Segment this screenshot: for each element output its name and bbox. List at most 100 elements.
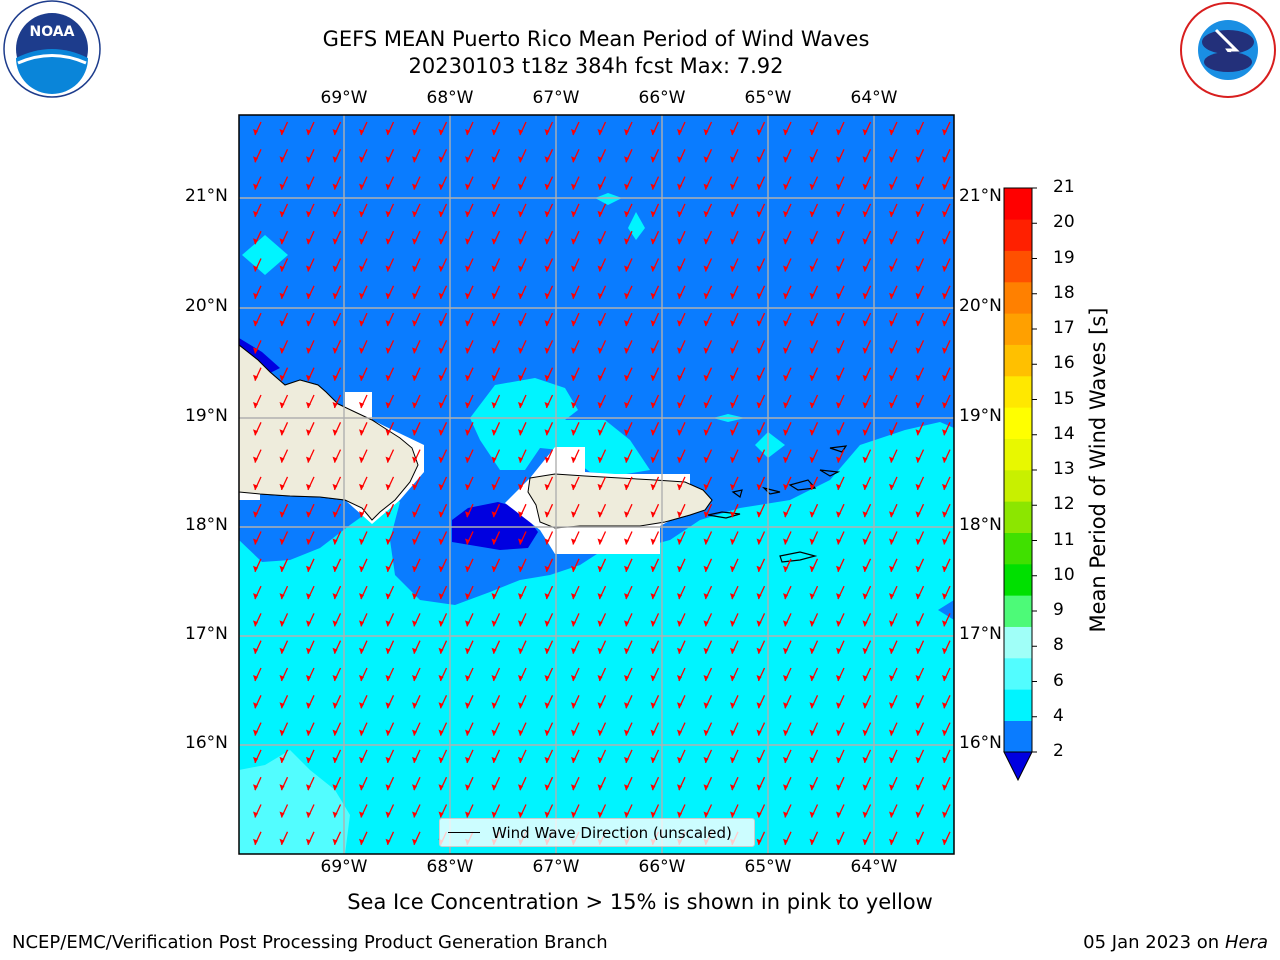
wind-wave-arrowhead [571,374,576,381]
lat-label-right: 18°N [959,515,1002,535]
wind-wave-arrowhead [359,238,364,245]
colorbar-segment [1004,438,1032,471]
lat-label-left: 21°N [185,186,228,206]
wind-wave-arrowhead [783,183,788,190]
wind-wave-arrowhead [253,811,258,818]
wind-wave-arrowhead [889,456,894,463]
wind-wave-arrowhead [915,129,921,135]
wind-wave-arrowhead [332,593,338,600]
wind-wave-arrowhead [783,374,788,381]
wind-wave-arrowhead [491,593,497,600]
wind-wave-arrowhead [412,402,417,408]
wind-wave-arrowhead [253,729,258,736]
wind-wave-arrowhead [412,784,417,791]
wind-wave-arrowhead [253,402,258,408]
wind-wave-arrowhead [677,811,682,818]
wind-wave-arrowhead [465,429,470,436]
colorbar-segment [1004,282,1032,314]
wind-wave-arrowhead [253,429,258,436]
wind-wave-arrowhead [359,675,364,681]
wind-wave-arrowhead [279,238,285,245]
wind-wave-arrowhead [279,374,285,381]
wind-wave-arrowhead [889,565,894,572]
wind-wave-arrowhead [862,565,868,572]
wind-wave-arrowhead [597,756,603,763]
wind-wave-arrowhead [518,593,523,600]
wind-wave-arrowhead [465,456,470,463]
lon-label-bottom: 64°W [850,857,898,877]
wind-wave-arrowhead [571,647,576,654]
wind-wave-arrowhead [385,156,391,163]
wind-wave-arrowhead [624,620,629,627]
wind-wave-arrowhead [385,456,391,463]
wind-wave-arrowhead [862,675,868,681]
wind-wave-arrowhead [836,183,841,190]
colorbar-segment [1004,376,1032,408]
wind-wave-arrowhead [385,784,391,791]
wind-wave-arrowhead [306,784,311,791]
wind-wave-arrowhead [306,538,311,545]
wind-wave-arrowhead [306,347,311,354]
wind-wave-arrowhead [465,156,470,163]
wind-wave-arrowhead [703,756,709,763]
wind-wave-arrowhead [677,565,682,572]
wind-wave-arrowhead [942,456,947,463]
wind-wave-arrowhead [438,402,444,408]
wind-wave-arrowhead [306,320,311,327]
wind-wave-arrowhead [730,374,735,381]
wind-wave-arrowhead [703,620,709,627]
wind-wave-arrowhead [544,647,550,654]
wind-wave-arrowhead [862,265,868,272]
wind-wave-arrowhead [836,729,841,736]
colorbar-segment [1004,501,1032,533]
wind-wave-arrowhead [253,320,258,327]
wind-wave-arrowhead [518,210,523,217]
wind-wave-arrowhead [491,374,497,381]
wind-wave-arrowhead [253,210,258,217]
wind-wave-arrowhead [624,402,629,408]
wind-wave-arrowhead [942,756,947,763]
wind-wave-arrowhead [836,402,841,408]
wind-wave-arrowhead [862,838,868,845]
wind-wave-arrowhead [942,238,947,245]
wind-wave-arrowhead [518,183,523,190]
wind-wave-arrowhead [756,593,762,600]
colorbar-label: Mean Period of Wind Waves [s] [1086,307,1110,633]
wind-wave-arrowhead [544,238,550,245]
wind-wave-arrowhead [438,593,444,600]
wind-wave-arrowhead [279,402,285,408]
wind-wave-arrowhead [783,265,788,272]
wind-wave-arrowhead [332,702,338,709]
wind-wave-arrowhead [385,565,391,572]
wind-wave-arrowhead [544,429,550,436]
wind-wave-arrowhead [518,292,523,299]
wind-wave-arrowhead [571,729,576,736]
wind-wave-arrowhead [306,702,311,709]
footer-credit: NCEP/EMC/Verification Post Processing Pr… [12,932,608,953]
wind-wave-arrowhead [438,347,444,354]
wind-wave-arrowhead [677,292,682,299]
wind-wave-arrowhead [783,129,788,135]
wind-wave-arrowhead [677,593,682,600]
wind-wave-arrowhead [942,156,947,163]
wind-wave-arrowhead [518,374,523,381]
wind-wave-arrowhead [915,811,921,818]
wind-wave-arrowhead [862,238,868,245]
wind-wave-arrowhead [412,320,417,327]
wind-wave-arrowhead [571,593,576,600]
wind-wave-arrowhead [703,565,709,572]
wind-wave-arrowhead [942,483,947,490]
wind-wave-arrowhead [465,374,470,381]
wind-wave-arrowhead [624,456,629,463]
wind-wave-arrowhead [730,483,735,490]
wind-wave-arrowhead [518,511,523,518]
wind-wave-arrowhead [862,210,868,217]
wind-wave-arrowhead [730,538,735,545]
wind-wave-arrowhead [677,675,682,681]
wind-wave-arrowhead [730,292,735,299]
wind-wave-arrowhead [836,511,841,518]
wind-wave-arrowhead [438,620,444,627]
colorbar-tick-label: 10 [1053,564,1075,585]
wind-wave-arrowhead [465,756,470,763]
wind-wave-arrowhead [889,483,894,490]
